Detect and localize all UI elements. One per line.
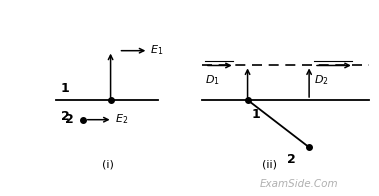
Text: 1: 1 <box>252 108 260 121</box>
Text: $E_2$: $E_2$ <box>114 112 128 126</box>
Text: 2: 2 <box>61 110 70 123</box>
Text: $D_2$: $D_2$ <box>314 73 329 87</box>
Text: 2: 2 <box>65 113 74 126</box>
Text: (ii): (ii) <box>262 159 277 169</box>
Text: $D_1$: $D_1$ <box>205 73 220 87</box>
Text: 2: 2 <box>287 153 296 166</box>
Text: ExamSide.Com: ExamSide.Com <box>260 179 338 189</box>
Text: 1: 1 <box>61 82 70 95</box>
Text: $E_1$: $E_1$ <box>150 43 164 57</box>
Text: (i): (i) <box>102 159 114 169</box>
